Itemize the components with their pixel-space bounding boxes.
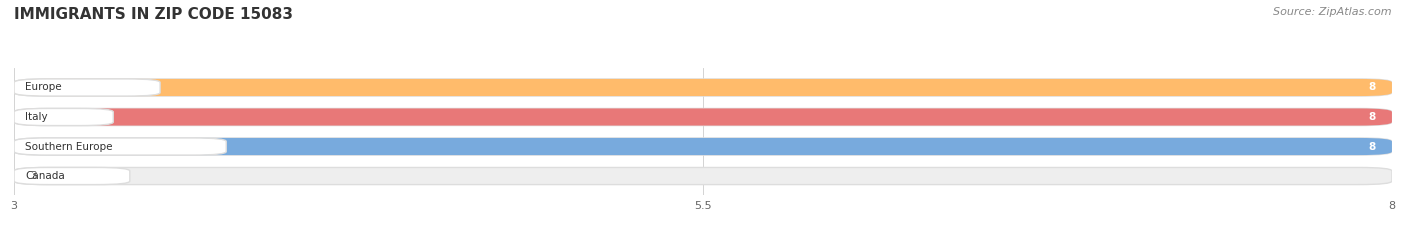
- FancyBboxPatch shape: [14, 108, 1392, 126]
- FancyBboxPatch shape: [14, 138, 226, 155]
- Text: Canada: Canada: [25, 171, 65, 181]
- Text: Southern Europe: Southern Europe: [25, 142, 112, 152]
- Text: 3: 3: [31, 171, 37, 181]
- FancyBboxPatch shape: [14, 79, 160, 96]
- Text: Italy: Italy: [25, 112, 48, 122]
- Text: IMMIGRANTS IN ZIP CODE 15083: IMMIGRANTS IN ZIP CODE 15083: [14, 7, 292, 22]
- FancyBboxPatch shape: [14, 79, 1392, 96]
- Text: 8: 8: [1368, 112, 1375, 122]
- FancyBboxPatch shape: [14, 138, 1392, 155]
- FancyBboxPatch shape: [14, 138, 1392, 155]
- FancyBboxPatch shape: [14, 167, 129, 184]
- FancyBboxPatch shape: [14, 108, 114, 126]
- Text: Europe: Europe: [25, 82, 62, 92]
- Text: 8: 8: [1368, 142, 1375, 152]
- Text: Source: ZipAtlas.com: Source: ZipAtlas.com: [1274, 7, 1392, 17]
- FancyBboxPatch shape: [14, 79, 1392, 96]
- FancyBboxPatch shape: [14, 167, 1392, 184]
- Text: 8: 8: [1368, 82, 1375, 92]
- FancyBboxPatch shape: [14, 108, 1392, 126]
